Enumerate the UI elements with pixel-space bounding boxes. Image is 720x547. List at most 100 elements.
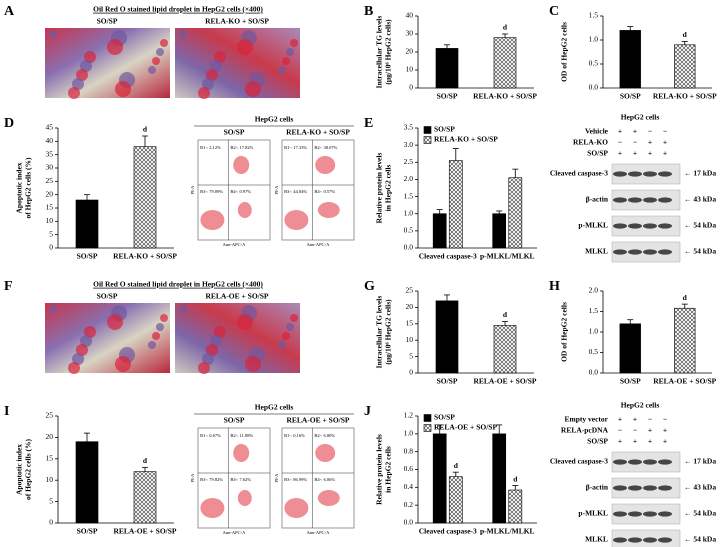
micrograph-caption: RELA-KO + SO/SP (205, 17, 269, 26)
lipid-droplet (76, 69, 88, 81)
blot-band (628, 459, 642, 465)
bar (492, 433, 507, 524)
panel-letter: H (549, 279, 560, 294)
lipid-droplet (68, 87, 80, 99)
flow-y-label: PI-A (190, 185, 195, 194)
bar (75, 199, 99, 249)
event-cluster (200, 498, 225, 518)
micrograph-image (175, 28, 300, 98)
lipid-droplet (214, 51, 226, 63)
band-size: ← 43 kDa (684, 195, 716, 204)
lipid-droplet (282, 332, 290, 340)
blot-band (613, 197, 627, 203)
y-axis-label: in HepG2 cells (384, 165, 393, 212)
flow-x-label: Ann-APC-A (307, 242, 331, 247)
x-tick-label: SO/SP (620, 92, 641, 101)
event-cluster (233, 156, 250, 174)
lipid-droplet (84, 326, 96, 338)
event-cluster (200, 210, 225, 230)
y-tick-label: 30 (406, 29, 414, 38)
lipid-droplet (206, 344, 218, 356)
y-tick-label: 0.0 (404, 518, 414, 527)
lipid-droplet (152, 57, 160, 65)
band-label: β-actin (586, 483, 609, 492)
y-tick-label: 0.0 (404, 243, 414, 252)
event-cluster (237, 202, 252, 218)
legend-label: RELA-OE + SO/SP (434, 423, 497, 432)
quadrant-label: B1-: 0.16% (284, 433, 305, 438)
bar (619, 323, 641, 374)
x-tick-label: RELA-OE + SO/SP (653, 377, 716, 386)
blot-band (613, 249, 627, 255)
lipid-droplet (286, 323, 294, 331)
y-axis-label: of HepG2 cells (%) (24, 157, 33, 219)
event-cluster (317, 202, 340, 218)
y-tick-label: 20 (46, 432, 54, 441)
legend-swatch (423, 424, 432, 432)
y-axis-label: (μg/10⁶ HepG2 cells) (384, 19, 393, 85)
significance: d (503, 23, 508, 32)
flow-caption: SO/SP (224, 128, 245, 137)
blot-band (613, 459, 627, 465)
panel-letter: J (364, 404, 371, 419)
blot-band (643, 485, 657, 491)
blot-band (643, 171, 657, 177)
band-size: ← 17 kDa (684, 169, 716, 178)
condition-sign: − (618, 138, 622, 147)
x-tick-label: SO/SP (620, 377, 641, 386)
y-axis-label: Apoptotic index (15, 162, 24, 213)
condition-sign: + (633, 437, 637, 446)
bar (133, 146, 157, 249)
condition-sign: − (663, 127, 667, 136)
condition-sign: − (663, 415, 667, 424)
y-tick-label: 25 (406, 286, 414, 295)
lipid-droplet (156, 48, 164, 56)
micrograph-title: Oil Red O stained lipid droplet in HepG2… (93, 5, 263, 14)
y-tick-label: 5 (49, 229, 53, 238)
micrograph-caption: SO/SP (97, 292, 118, 301)
legend-swatch (423, 136, 432, 144)
flow-y-label: PI-A (274, 473, 279, 482)
lipid-droplet (160, 314, 168, 322)
y-tick-label: 45 (46, 123, 54, 132)
y-tick-label: 25 (46, 176, 54, 185)
lipid-droplet (148, 341, 156, 349)
y-tick-label: 30 (46, 163, 54, 172)
y-tick-label: 2.0 (589, 286, 599, 295)
quadrant-label: B2-: 6.80% (314, 433, 335, 438)
significance: d (683, 293, 688, 302)
condition-label: SO/SP (587, 149, 608, 158)
lipid-droplet (107, 39, 123, 55)
panel-letter: E (364, 116, 373, 131)
blot-band (658, 511, 672, 517)
blot-band (613, 537, 627, 543)
legend-label: SO/SP (434, 125, 455, 134)
lipid-droplet (202, 353, 214, 365)
blot-band (658, 249, 672, 255)
lipid-droplet (72, 353, 84, 365)
y-tick-label: 1.5 (589, 11, 599, 20)
y-tick-label: 3.0 (404, 140, 414, 149)
blot-title: HepG2 cells (621, 401, 660, 410)
lipid-droplet (80, 60, 92, 72)
legend-swatch (423, 126, 432, 134)
band-size: ← 54 kDa (684, 535, 716, 544)
panel-letter: F (4, 279, 13, 294)
micrograph-image (45, 303, 170, 373)
quadrant-label: B3-: 79.82% (200, 477, 223, 482)
bar (435, 48, 459, 89)
lipid-droplet (214, 326, 226, 338)
blot-band (643, 223, 657, 229)
condition-sign: + (633, 149, 637, 158)
y-axis-label: Intracellular TG levels (375, 296, 384, 369)
lipid-droplet (202, 78, 214, 90)
lipid-droplet (72, 78, 84, 90)
y-tick-label: 40 (46, 136, 54, 145)
lipid-droplet (80, 335, 92, 347)
lipid-droplet (282, 57, 290, 65)
significance: d (143, 456, 148, 465)
blot-band (658, 223, 672, 229)
legend-swatch (423, 414, 432, 422)
y-tick-label: 0.2 (404, 500, 414, 509)
event-cluster (284, 498, 309, 518)
